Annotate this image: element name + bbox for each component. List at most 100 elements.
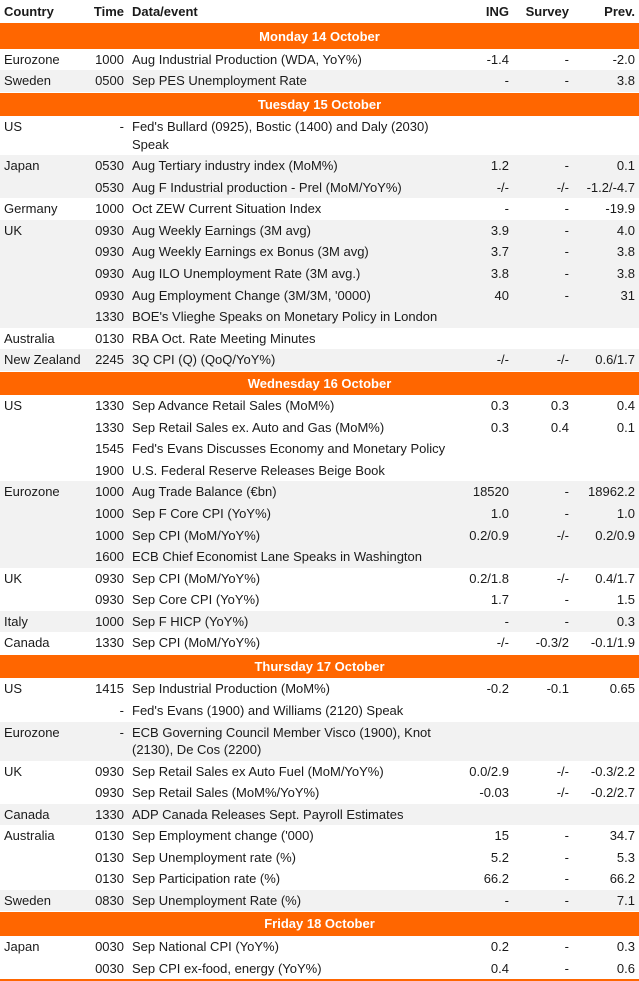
table-row: Eurozone-ECB Governing Council Member Vi… [0,722,639,761]
cell-event: Aug Weekly Earnings ex Bonus (3M avg) [128,241,451,263]
cell-survey [513,116,573,155]
cell-country [0,263,86,285]
col-survey: Survey [513,0,573,24]
day-header: Thursday 17 October [0,654,639,678]
table-row: Sweden0500Sep PES Unemployment Rate--3.8 [0,70,639,92]
cell-event: ECB Chief Economist Lane Speaks in Washi… [128,546,451,568]
table-row: Eurozone1000Aug Trade Balance (€bn)18520… [0,481,639,503]
cell-time: 0930 [86,568,128,590]
table-row: 0030Sep CPI ex-food, energy (YoY%)0.4-0.… [0,958,639,981]
cell-event: Sep Industrial Production (MoM%) [128,678,451,700]
cell-survey: -/- [513,761,573,783]
table-row: 0930Sep Retail Sales (MoM%/YoY%)-0.03-/-… [0,782,639,804]
cell-country [0,847,86,869]
cell-country: Sweden [0,890,86,912]
cell-event: Aug Employment Change (3M/3M, '0000) [128,285,451,307]
cell-event: ECB Governing Council Member Visco (1900… [128,722,451,761]
table-row: 0930Aug Employment Change (3M/3M, '0000)… [0,285,639,307]
cell-event: 3Q CPI (Q) (QoQ/YoY%) [128,349,451,371]
cell-survey: -/- [513,525,573,547]
cell-event: Sep Retail Sales ex Auto Fuel (MoM/YoY%) [128,761,451,783]
cell-prev: 0.6/1.7 [573,349,639,371]
cell-event: Sep CPI (MoM/YoY%) [128,525,451,547]
cell-time: 0930 [86,263,128,285]
cell-prev [573,306,639,328]
cell-country [0,782,86,804]
cell-country: UK [0,761,86,783]
cell-survey: - [513,49,573,71]
cell-prev: 18962.2 [573,481,639,503]
cell-survey: - [513,611,573,633]
cell-country: Eurozone [0,722,86,761]
cell-prev: 66.2 [573,868,639,890]
cell-prev: 0.2/0.9 [573,525,639,547]
cell-event: Sep National CPI (YoY%) [128,936,451,958]
cell-time: 0930 [86,220,128,242]
day-header-label: Wednesday 16 October [0,371,639,395]
cell-time: 1000 [86,481,128,503]
table-row: -Fed's Evans (1900) and Williams (2120) … [0,700,639,722]
cell-ing: 0.2/1.8 [451,568,513,590]
table-row: 1330Sep Retail Sales ex. Auto and Gas (M… [0,417,639,439]
table-row: US1415Sep Industrial Production (MoM%)-0… [0,678,639,700]
cell-ing: 3.8 [451,263,513,285]
cell-event: Sep Unemployment rate (%) [128,847,451,869]
cell-survey: -/- [513,568,573,590]
cell-time: 0930 [86,241,128,263]
cell-event: Aug F Industrial production - Prel (MoM/… [128,177,451,199]
cell-event: Fed's Evans Discusses Economy and Moneta… [128,438,451,460]
cell-event: Aug Weekly Earnings (3M avg) [128,220,451,242]
cell-time: 0130 [86,847,128,869]
cell-survey [513,722,573,761]
cell-ing: 0.3 [451,395,513,417]
cell-ing [451,438,513,460]
cell-survey: 0.4 [513,417,573,439]
cell-ing: - [451,198,513,220]
cell-prev [573,438,639,460]
cell-time: 1330 [86,417,128,439]
cell-prev [573,700,639,722]
cell-survey: - [513,285,573,307]
cell-prev: 5.3 [573,847,639,869]
cell-survey: - [513,70,573,92]
cell-country: Germany [0,198,86,220]
cell-ing: - [451,890,513,912]
cell-country [0,525,86,547]
cell-survey [513,438,573,460]
cell-event: U.S. Federal Reserve Releases Beige Book [128,460,451,482]
cell-ing [451,328,513,350]
cell-event: Sep Retail Sales ex. Auto and Gas (MoM%) [128,417,451,439]
cell-country [0,460,86,482]
table-row: Germany1000Oct ZEW Current Situation Ind… [0,198,639,220]
cell-country: Italy [0,611,86,633]
cell-ing: 0.2/0.9 [451,525,513,547]
cell-survey [513,306,573,328]
cell-event: Sep Retail Sales (MoM%/YoY%) [128,782,451,804]
cell-prev [573,116,639,155]
cell-ing: -/- [451,632,513,654]
day-header: Friday 18 October [0,912,639,936]
cell-prev: -1.2/-4.7 [573,177,639,199]
cell-country: Japan [0,155,86,177]
cell-ing [451,700,513,722]
cell-prev: 3.8 [573,70,639,92]
table-row: Eurozone1000Aug Industrial Production (W… [0,49,639,71]
cell-prev: 3.8 [573,263,639,285]
day-header-label: Monday 14 October [0,24,639,49]
cell-country: Japan [0,936,86,958]
cell-prev: 1.5 [573,589,639,611]
col-time: Time [86,0,128,24]
cell-country: US [0,678,86,700]
cell-ing: 66.2 [451,868,513,890]
cell-ing: -0.2 [451,678,513,700]
cell-country [0,438,86,460]
cell-survey: - [513,825,573,847]
cell-survey: - [513,241,573,263]
cell-ing: -0.03 [451,782,513,804]
table-row: Australia0130RBA Oct. Rate Meeting Minut… [0,328,639,350]
cell-ing: 0.3 [451,417,513,439]
cell-ing [451,722,513,761]
cell-survey: - [513,481,573,503]
cell-survey: - [513,936,573,958]
cell-time: 0500 [86,70,128,92]
